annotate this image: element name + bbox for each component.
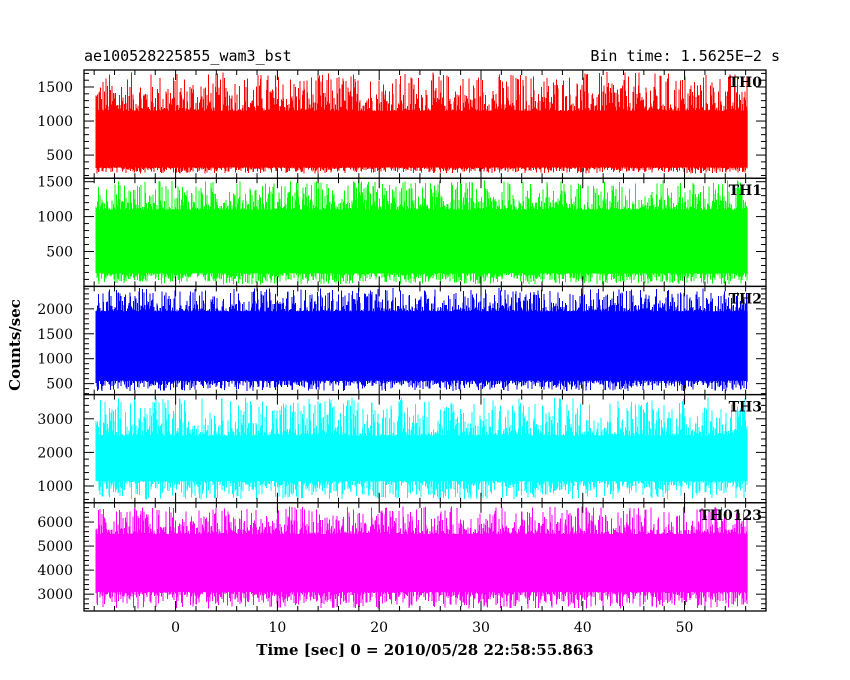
panel-label-th3: TH3 xyxy=(729,400,762,416)
panel-label-th2: TH2 xyxy=(729,291,762,307)
x-axis-label: Time [sec] 0 = 2010/05/28 22:58:55.863 xyxy=(256,641,593,659)
y-tick-label-th1: 500 xyxy=(46,244,73,260)
y-tick-label-th2: 2000 xyxy=(37,302,73,318)
panel-label-th0123: TH0123 xyxy=(699,508,762,524)
bin-time-label: Bin time: 1.5625E−2 s xyxy=(590,47,780,65)
x-tick-label: 30 xyxy=(472,620,490,636)
y-tick-label-th0123: 4000 xyxy=(37,563,73,579)
panel-frame-th0123 xyxy=(83,502,767,612)
y-tick-label-th0: 1000 xyxy=(37,114,73,130)
panel-th0123: 3000 4000 5000 6000 TH0123 xyxy=(37,502,767,612)
y-tick-label-th3: 1000 xyxy=(37,479,73,495)
figure-title: ae100528225855_wam3_bst xyxy=(84,47,292,65)
y-tick-label-th0: 500 xyxy=(46,148,73,164)
y-tick-label-th3: 2000 xyxy=(37,445,73,461)
panel-label-th1: TH1 xyxy=(729,183,762,199)
y-tick-label-th0123: 5000 xyxy=(37,539,73,555)
x-tick-label: 10 xyxy=(268,620,286,636)
panel-th1: 500 1000 1500 TH1 xyxy=(37,175,767,288)
y-tick-label-th2: 500 xyxy=(46,377,73,393)
x-tick-label: 0 xyxy=(171,620,180,636)
series-line-th1 xyxy=(95,180,748,285)
y-tick-label-th0123: 6000 xyxy=(37,515,73,531)
series-line-th0123 xyxy=(95,506,748,609)
y-tick-label-th2: 1000 xyxy=(37,352,73,368)
series-line-th2 xyxy=(95,287,748,392)
x-tick-label: 50 xyxy=(676,620,694,636)
y-tick-label-th3: 3000 xyxy=(37,412,73,428)
y-tick-label-th0: 1500 xyxy=(37,80,73,96)
y-tick-label-th1: 1000 xyxy=(37,210,73,226)
y-tick-label-th2: 1500 xyxy=(37,327,73,343)
y-tick-label-th0123: 3000 xyxy=(37,587,73,603)
x-tick-label: 20 xyxy=(370,620,388,636)
panel-label-th0: TH0 xyxy=(729,75,763,91)
panel-th0: 500 1000 1500 TH0 xyxy=(37,69,767,179)
series-line-th3 xyxy=(95,397,748,500)
y-tick-label-th1: 1500 xyxy=(37,175,73,191)
x-tick-label: 40 xyxy=(574,620,592,636)
y-axis-label: Counts/sec xyxy=(6,299,24,391)
panel-th3: 1000 2000 3000 TH3 xyxy=(37,393,767,504)
series-line-th0 xyxy=(95,72,748,174)
panel-th2: 500 1000 1500 2000 TH2 xyxy=(37,285,767,396)
